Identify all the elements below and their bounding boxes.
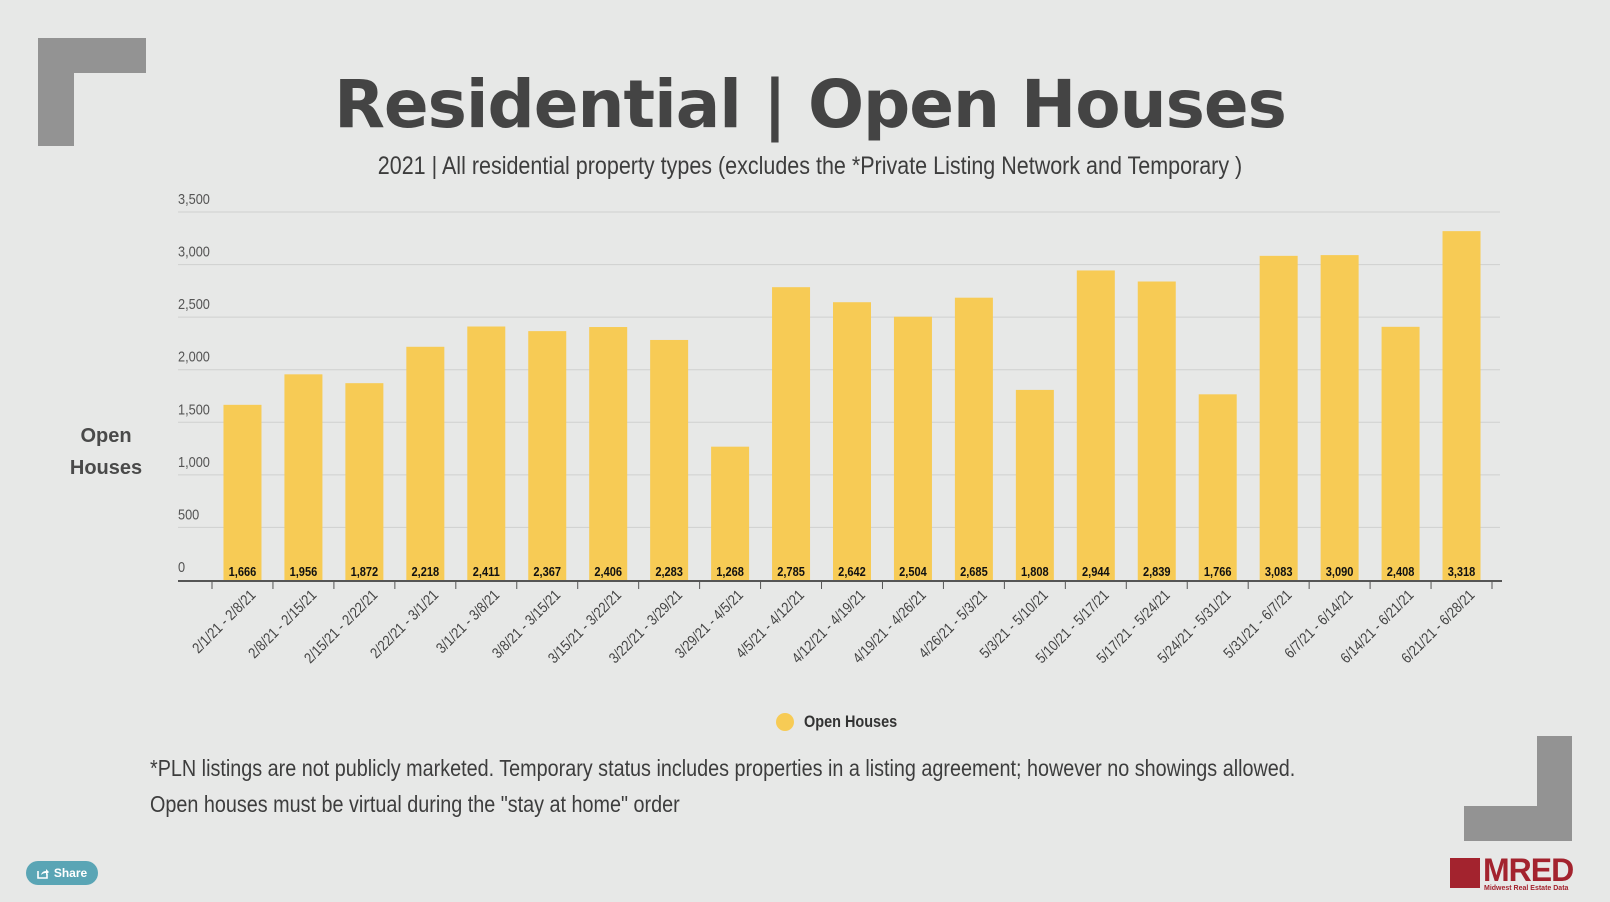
y-tick-label: 3,000: [178, 243, 210, 260]
data-label: 3,083: [1265, 564, 1293, 579]
y-tick-label: 1,500: [178, 400, 210, 417]
corner-decoration-top-left-vertical: [38, 38, 74, 146]
data-label: 1,808: [1021, 564, 1049, 579]
bar: [772, 287, 811, 580]
bar: [954, 297, 993, 580]
footnote: *PLN listings are not publicly marketed.…: [150, 755, 1296, 817]
corner-decoration-bottom-right-vertical: [1537, 736, 1572, 841]
bar: [1259, 255, 1298, 580]
data-label: 2,406: [594, 564, 622, 579]
logo-text: MRED: [1483, 852, 1574, 888]
data-label: 2,685: [960, 564, 988, 579]
y-tick-label: 0: [178, 558, 185, 575]
y-tick-label: 1,000: [178, 453, 210, 470]
y-tick-label: 2,500: [178, 295, 210, 312]
bar: [1015, 389, 1054, 580]
data-label: 2,411: [473, 564, 500, 579]
share-label: Share: [53, 866, 88, 880]
bar-chart: 0 500 1,000 1,500 2,000 2,500 3,000 3,500 1,666…: [178, 190, 1502, 666]
bar: [345, 383, 384, 580]
data-label: 1,956: [290, 564, 318, 579]
legend: Open Houses: [776, 712, 914, 732]
data-label: 2,218: [412, 564, 440, 579]
bar: [1198, 394, 1237, 580]
data-label: 2,408: [1387, 564, 1415, 579]
data-label: 2,367: [533, 564, 561, 579]
bar: [893, 316, 932, 580]
data-label: 2,283: [655, 564, 683, 579]
bar: [467, 326, 506, 580]
bar: [284, 374, 323, 580]
bar: [1320, 255, 1359, 580]
page-subtitle: 2021 | All residential property types (e…: [377, 152, 1243, 180]
y-axis-label: Open Houses: [69, 425, 143, 479]
data-label: 1,666: [229, 564, 257, 579]
mred-logo: MRED Midwest Real Estate Data: [1450, 852, 1590, 896]
data-label: 2,642: [838, 564, 866, 579]
bar: [711, 446, 750, 580]
data-label: 3,090: [1326, 564, 1354, 579]
data-label: 1,872: [351, 564, 379, 579]
data-label: 1,268: [716, 564, 744, 579]
logo-subtext: Midwest Real Estate Data: [1484, 885, 1569, 892]
bar: [589, 327, 628, 580]
bar: [1381, 326, 1420, 580]
share-icon: [37, 869, 49, 879]
y-axis-ticks: 0 500 1,000 1,500 2,000 2,500 3,000 3,500: [178, 190, 210, 575]
bar: [1137, 281, 1176, 580]
data-label: 2,504: [899, 564, 927, 579]
y-tick-label: 3,500: [178, 190, 210, 207]
bar: [528, 331, 567, 580]
share-button[interactable]: Share: [26, 861, 98, 885]
legend-swatch: [776, 713, 794, 731]
bar: [1076, 270, 1115, 580]
bar: [833, 302, 871, 580]
data-label: 3,318: [1448, 564, 1476, 579]
y-tick-label: 2,000: [178, 348, 210, 365]
bar: [1442, 231, 1481, 581]
logo-star-icon: [1450, 858, 1480, 888]
x-axis: 2/1/21 - 2/8/212/8/21 - 2/15/212/15/21 -…: [178, 580, 1502, 666]
data-label: 1,766: [1204, 564, 1232, 579]
legend-label: Open Houses: [804, 712, 898, 731]
y-tick-label: 500: [178, 505, 199, 522]
bar: [650, 339, 689, 580]
data-label: 2,944: [1082, 564, 1110, 579]
data-label: 2,839: [1143, 564, 1171, 579]
bars: 1,666 1,956 1,872 2,218 2,411 2,367 2,406 2,283…: [223, 231, 1481, 581]
data-label: 2,785: [777, 564, 805, 579]
bar: [223, 404, 262, 580]
bar: [406, 346, 445, 580]
page-title: Residential | Open Houses: [334, 66, 1287, 143]
